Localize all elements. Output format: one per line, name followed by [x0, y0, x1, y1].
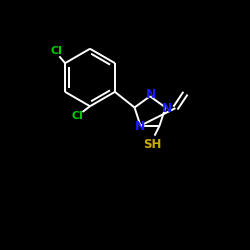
Text: SH: SH [143, 138, 161, 151]
Text: N: N [146, 88, 156, 102]
Text: N: N [135, 120, 146, 134]
Text: Cl: Cl [72, 111, 84, 121]
Text: N: N [162, 102, 172, 115]
Text: Cl: Cl [50, 46, 62, 56]
